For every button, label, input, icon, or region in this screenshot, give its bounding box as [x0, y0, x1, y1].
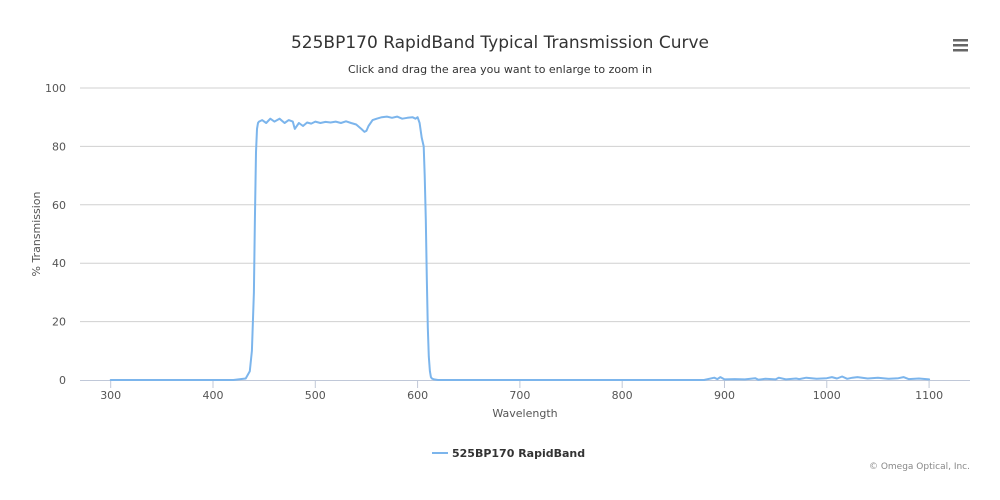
y-axis-title: % Transmission [30, 191, 43, 276]
y-tick-label: 100 [45, 82, 66, 95]
x-tick-label: 400 [202, 389, 223, 402]
chart-subtitle: Click and drag the area you want to enla… [348, 63, 652, 76]
chart-title: 525BP170 RapidBand Typical Transmission … [291, 33, 709, 53]
y-tick-label: 20 [52, 316, 66, 329]
x-axis-title: Wavelength [492, 407, 557, 420]
gridlines [80, 87, 970, 323]
x-tick-label: 800 [612, 389, 633, 402]
y-tick-label: 60 [52, 199, 66, 212]
legend-label: 525BP170 RapidBand [452, 447, 585, 460]
plot-area[interactable] [109, 115, 931, 381]
credits-link[interactable]: © Omega Optical, Inc. [869, 462, 970, 472]
x-tick-label: 700 [509, 389, 530, 402]
x-tick-label: 300 [100, 389, 121, 402]
x-tick-label: 900 [714, 389, 735, 402]
y-tick-label: 0 [59, 374, 66, 387]
x-tick-label: 1100 [915, 389, 943, 402]
x-tick-label: 500 [305, 389, 326, 402]
x-axis-ticks: 300 400 500 600 700 800 900 1000 1100 [100, 380, 943, 402]
y-tick-label: 80 [52, 140, 66, 153]
x-tick-label: 600 [407, 389, 428, 402]
x-tick-label: 1000 [813, 389, 841, 402]
legend-item-525bp170-rapidband[interactable]: 525BP170 RapidBand [432, 447, 585, 460]
series-line-0[interactable] [109, 115, 931, 381]
hamburger-menu-icon[interactable] [948, 34, 972, 56]
y-axis-ticks: 0 20 40 60 80 100 [45, 82, 66, 387]
y-tick-label: 40 [52, 257, 66, 270]
